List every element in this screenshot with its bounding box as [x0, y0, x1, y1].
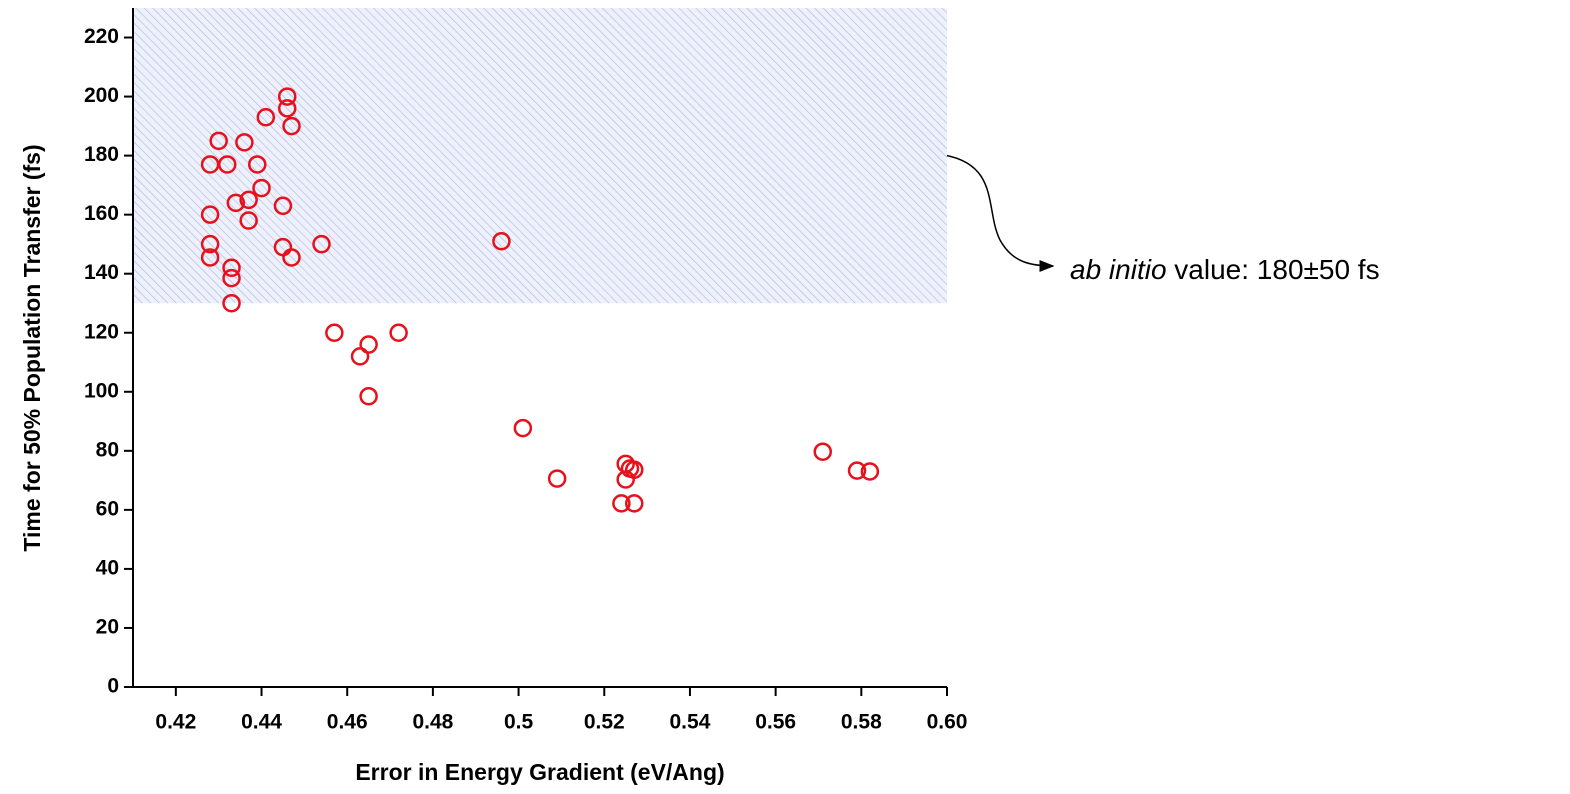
x-tick-label: 0.58 [841, 711, 882, 734]
x-tick-label: 0.42 [155, 711, 196, 734]
y-tick-label: 20 [96, 616, 119, 639]
point [547, 469, 567, 488]
annotation: ab initio value: 180±50 fs [1070, 254, 1380, 285]
point [277, 87, 297, 106]
point [239, 190, 258, 210]
y-tick-label: 220 [84, 25, 119, 48]
point [312, 234, 331, 254]
shaded-band [133, 8, 947, 304]
annotation-arrow [943, 154, 1055, 272]
x-tick-label: 0.52 [584, 711, 625, 734]
y-tick-label: 0 [107, 675, 119, 698]
x-tick-label: 0.56 [755, 711, 796, 734]
y-tick-label: 200 [84, 84, 119, 107]
point [612, 494, 631, 513]
point [200, 234, 220, 254]
point [359, 335, 378, 354]
y-tick-label: 140 [84, 261, 119, 284]
point [256, 107, 276, 127]
point [616, 470, 635, 489]
y-tick-label: 60 [96, 497, 119, 520]
point [277, 99, 297, 118]
point [513, 418, 533, 438]
x-tick-label: 0.44 [241, 711, 282, 734]
point [247, 155, 267, 174]
point [282, 248, 301, 267]
x-axis-title: Error in Energy Gradient (eV/Ang) [355, 759, 724, 785]
annotation-italic: ab initio [1070, 254, 1167, 285]
point [226, 193, 246, 213]
point [222, 268, 241, 288]
y-tick-label: 80 [96, 438, 119, 461]
point [252, 178, 271, 198]
x-tick-label: 0.60 [927, 711, 968, 734]
point [239, 211, 258, 230]
point [200, 205, 220, 224]
point [200, 248, 220, 267]
x-tick-label: 0.5 [504, 711, 534, 734]
annotation-text: value: 180±50 fs [1174, 254, 1379, 285]
point [222, 258, 241, 278]
point [813, 442, 833, 461]
point [860, 462, 880, 481]
x-tick-label: 0.54 [670, 711, 711, 734]
point [325, 323, 344, 342]
point [235, 133, 254, 152]
point [625, 494, 644, 513]
y-tick-label: 40 [96, 556, 119, 579]
y-tick-label: 100 [84, 379, 119, 402]
point [359, 386, 378, 406]
y-axis-title: Time for 50% Population Transfer (fs) [19, 144, 45, 551]
y-tick-label: 160 [84, 202, 119, 225]
point [209, 131, 228, 151]
point [847, 461, 867, 480]
point [273, 196, 293, 216]
x-tick-label: 0.46 [327, 711, 368, 734]
point [282, 116, 301, 136]
point [350, 347, 370, 366]
point [218, 155, 237, 174]
point [389, 323, 408, 342]
x-tick-label: 0.48 [412, 711, 453, 734]
point [492, 231, 511, 251]
y-tick-label: 120 [84, 320, 119, 343]
y-tick-label: 180 [84, 143, 119, 166]
point [222, 293, 241, 313]
